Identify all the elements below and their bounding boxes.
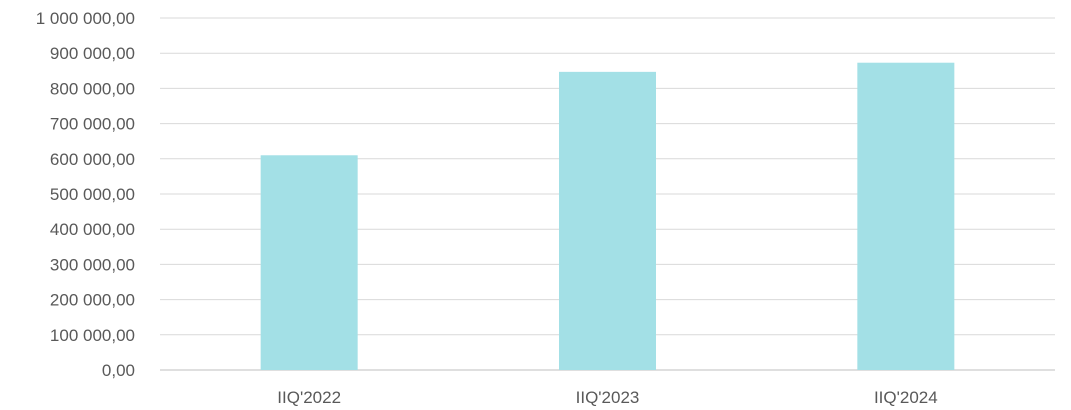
y-tick-label: 400 000,00 <box>50 220 135 239</box>
y-tick-label: 500 000,00 <box>50 185 135 204</box>
x-tick-label: IIQ'2023 <box>576 388 640 407</box>
y-tick-label: 600 000,00 <box>50 150 135 169</box>
y-tick-label: 100 000,00 <box>50 326 135 345</box>
y-tick-label: 200 000,00 <box>50 291 135 310</box>
y-tick-label: 300 000,00 <box>50 255 135 274</box>
x-tick-label: IIQ'2022 <box>277 388 341 407</box>
x-axis-tick-labels: IIQ'2022 IIQ'2023 IIQ'2024 <box>277 388 937 407</box>
y-tick-label: 0,00 <box>102 361 135 380</box>
y-tick-label: 700 000,00 <box>50 115 135 134</box>
y-tick-label: 900 000,00 <box>50 44 135 63</box>
y-tick-label: 800 000,00 <box>50 79 135 98</box>
bar <box>260 155 358 370</box>
bars <box>260 62 955 370</box>
bar <box>857 62 955 370</box>
bar <box>559 71 656 370</box>
y-axis-tick-labels: 0,00 100 000,00 200 000,00 300 000,00 400 00… <box>36 9 135 380</box>
x-tick-label: IIQ'2024 <box>874 388 938 407</box>
y-tick-label: 1 000 000,00 <box>36 9 135 28</box>
